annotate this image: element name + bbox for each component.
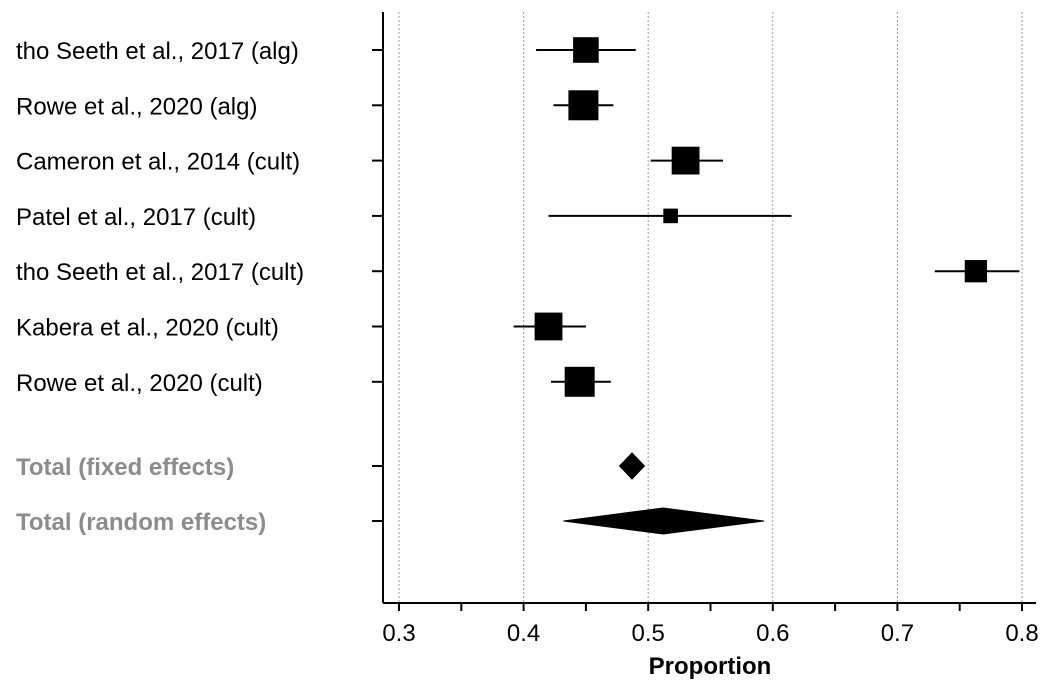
x-tick-label: 0.3 — [382, 620, 415, 647]
x-tick-label: 0.8 — [1005, 620, 1038, 647]
effect-marker — [663, 208, 678, 224]
x-tick-label: 0.6 — [756, 620, 789, 647]
study-label: Cameron et al., 2014 (cult) — [16, 149, 300, 176]
study-label: Kabera et al., 2020 (cult) — [16, 315, 279, 342]
effect-marker — [671, 146, 700, 175]
effect-marker — [534, 312, 563, 341]
study-label: Rowe et al., 2020 (alg) — [16, 93, 257, 120]
x-tick-label: 0.4 — [507, 620, 540, 647]
effect-marker — [568, 90, 599, 121]
effect-marker — [573, 37, 599, 63]
study-label: tho Seeth et al., 2017 (alg) — [16, 38, 299, 65]
x-tick-label: 0.7 — [881, 620, 914, 647]
summary-diamond — [618, 452, 646, 480]
total-label: Total (fixed effects) — [16, 454, 234, 481]
study-label: tho Seeth et al., 2017 (cult) — [16, 259, 304, 286]
study-label: Rowe et al., 2020 (cult) — [16, 370, 263, 397]
study-label: Patel et al., 2017 (cult) — [16, 204, 256, 231]
summary-diamond — [563, 507, 765, 535]
effect-marker — [564, 366, 595, 397]
effect-marker — [964, 260, 988, 283]
x-axis-title: Proportion — [649, 653, 772, 680]
total-label: Total (random effects) — [16, 509, 266, 536]
x-tick-label: 0.5 — [632, 620, 665, 647]
